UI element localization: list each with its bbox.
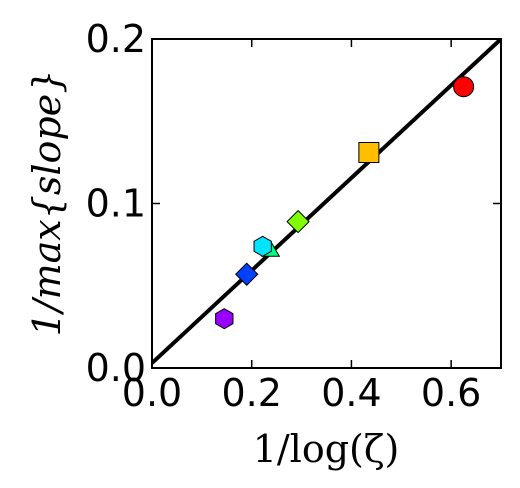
- x-tick-label: 0.4: [321, 371, 381, 415]
- x-axis-label: 1/log(ζ): [253, 427, 400, 471]
- y-axis-label: 1/max{slope}: [25, 70, 69, 337]
- data-point-hexagon: [253, 235, 272, 257]
- y-tick-label: 0.0: [86, 346, 146, 390]
- y-tick-label: 0.1: [86, 182, 146, 226]
- plot-area: [152, 39, 501, 365]
- data-point-hexagon: [215, 308, 234, 330]
- data-point-diamond: [286, 209, 310, 234]
- data-point-diamond: [235, 262, 259, 286]
- chart-marks: [152, 39, 501, 365]
- axis-ticks: 0.0 0.2 0.4 0.6 0.0 0.1 0.2: [86, 17, 501, 415]
- data-point-circle: [453, 76, 475, 98]
- data-point-square: [358, 142, 380, 164]
- x-tick-label: 0.2: [221, 371, 281, 415]
- x-tick-label: 0.6: [421, 371, 481, 415]
- y-tick-label: 0.2: [86, 17, 146, 61]
- x-tick-label: 0.0: [122, 371, 182, 415]
- fit-line: [152, 39, 501, 365]
